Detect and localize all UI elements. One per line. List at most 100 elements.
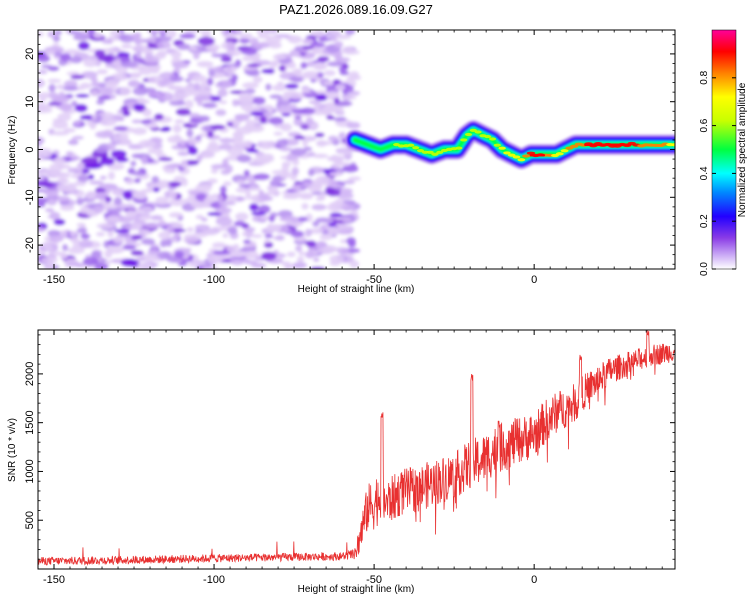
noise-blob bbox=[51, 130, 70, 136]
noise-blob bbox=[158, 80, 168, 87]
noise-blob bbox=[79, 206, 88, 214]
noise-blob bbox=[76, 227, 88, 234]
noise-blob bbox=[290, 147, 308, 156]
noise-blob bbox=[38, 181, 54, 187]
noise-blob bbox=[155, 180, 171, 186]
noise-blob bbox=[95, 130, 113, 139]
noise-blob bbox=[236, 179, 245, 185]
noise-blob bbox=[76, 166, 83, 175]
snr-ticks: -150 -100 -50 0 500 1000 1500 2000 bbox=[24, 330, 675, 586]
noise-blob bbox=[169, 85, 180, 91]
noise-blob bbox=[309, 75, 320, 80]
ridge-hotspot bbox=[517, 158, 526, 162]
noise-blob bbox=[48, 92, 59, 98]
snr-y-tick-label: 1500 bbox=[24, 410, 36, 434]
noise-blob bbox=[56, 84, 65, 90]
noise-blob bbox=[60, 53, 72, 62]
ridge-hotspot bbox=[489, 137, 497, 141]
noise-blob bbox=[74, 103, 88, 113]
noise-blob bbox=[326, 188, 341, 197]
noise-blob bbox=[177, 150, 190, 157]
noise-blob bbox=[107, 47, 116, 53]
noise-blob bbox=[240, 47, 258, 56]
noise-blob bbox=[296, 256, 305, 263]
noise-blob bbox=[282, 194, 300, 200]
noise-blob bbox=[71, 100, 78, 107]
noise-blob bbox=[113, 196, 123, 206]
ridge-hotspot bbox=[455, 146, 463, 150]
colorbar-gradient bbox=[711, 29, 737, 270]
noise-blob bbox=[54, 51, 62, 57]
noise-blob bbox=[278, 65, 286, 72]
noise-blob bbox=[167, 225, 175, 234]
noise-blob bbox=[311, 182, 321, 188]
noise-blob bbox=[147, 147, 164, 155]
noise-blob bbox=[83, 58, 98, 68]
noise-blob bbox=[238, 183, 253, 188]
noise-blob bbox=[212, 250, 231, 255]
noise-blob bbox=[77, 41, 90, 51]
noise-blob bbox=[261, 68, 275, 74]
noise-blob bbox=[307, 168, 315, 177]
noise-blob bbox=[48, 83, 56, 93]
noise-blob bbox=[290, 218, 300, 223]
noise-blob bbox=[252, 76, 263, 84]
noise-blob bbox=[300, 61, 308, 70]
noise-blob bbox=[85, 209, 97, 217]
noise-blob bbox=[38, 108, 53, 114]
noise-blob bbox=[178, 139, 188, 145]
noise-blob bbox=[199, 183, 213, 188]
noise-blob bbox=[325, 90, 341, 99]
noise-blob bbox=[171, 223, 184, 228]
noise-blob bbox=[80, 71, 98, 79]
noise-blob bbox=[323, 69, 336, 77]
noise-blob bbox=[315, 195, 325, 202]
noise-blob bbox=[141, 87, 157, 93]
noise-blob bbox=[90, 250, 101, 259]
noise-blob bbox=[266, 35, 282, 44]
noise-blob bbox=[257, 153, 274, 160]
noise-blob bbox=[216, 194, 224, 203]
noise-blob bbox=[205, 43, 221, 52]
noise-blob bbox=[111, 59, 124, 68]
noise-blob bbox=[154, 35, 173, 42]
noise-blob bbox=[269, 61, 279, 68]
noise-blob bbox=[199, 84, 206, 91]
noise-blob bbox=[265, 191, 281, 196]
ridge-hotspot bbox=[417, 149, 425, 153]
noise-blob bbox=[147, 249, 160, 256]
noise-blob bbox=[192, 50, 201, 60]
noise-blob bbox=[197, 115, 211, 122]
noise-blob bbox=[310, 122, 319, 129]
ridge-hotspot bbox=[493, 143, 501, 147]
noise-blob bbox=[309, 266, 326, 269]
noise-blob bbox=[56, 178, 70, 184]
snr-y-tick-label: 1000 bbox=[24, 459, 36, 483]
spectrogram-x-tick-label: -100 bbox=[203, 274, 225, 286]
colorbar-tick-label: 0.0 bbox=[699, 262, 710, 276]
noise-blob bbox=[144, 52, 154, 60]
ridge-hotspot bbox=[412, 146, 420, 150]
noise-blob bbox=[111, 135, 129, 144]
noise-blob bbox=[175, 108, 191, 116]
noise-blob bbox=[312, 220, 320, 227]
noise-blob bbox=[38, 188, 48, 193]
noise-blob bbox=[246, 148, 259, 153]
noise-blob bbox=[328, 179, 338, 189]
noise-blob bbox=[97, 54, 115, 62]
noise-blob bbox=[234, 113, 252, 119]
noise-blob bbox=[174, 119, 185, 124]
noise-blob bbox=[141, 238, 156, 246]
ridge-hotspot bbox=[671, 143, 675, 147]
noise-blob bbox=[337, 192, 354, 200]
snr-y-tick-label: 500 bbox=[24, 511, 36, 529]
noise-blob bbox=[304, 250, 315, 259]
noise-blob bbox=[305, 240, 317, 248]
noise-blob bbox=[138, 139, 156, 149]
noise-blob bbox=[264, 234, 273, 239]
noise-blob bbox=[65, 151, 74, 156]
noise-blob bbox=[186, 226, 194, 233]
colorbar-tick-label: 0.6 bbox=[699, 118, 710, 132]
noise-blob bbox=[274, 224, 281, 233]
spectrogram-y-tick-label: 20 bbox=[24, 48, 36, 60]
